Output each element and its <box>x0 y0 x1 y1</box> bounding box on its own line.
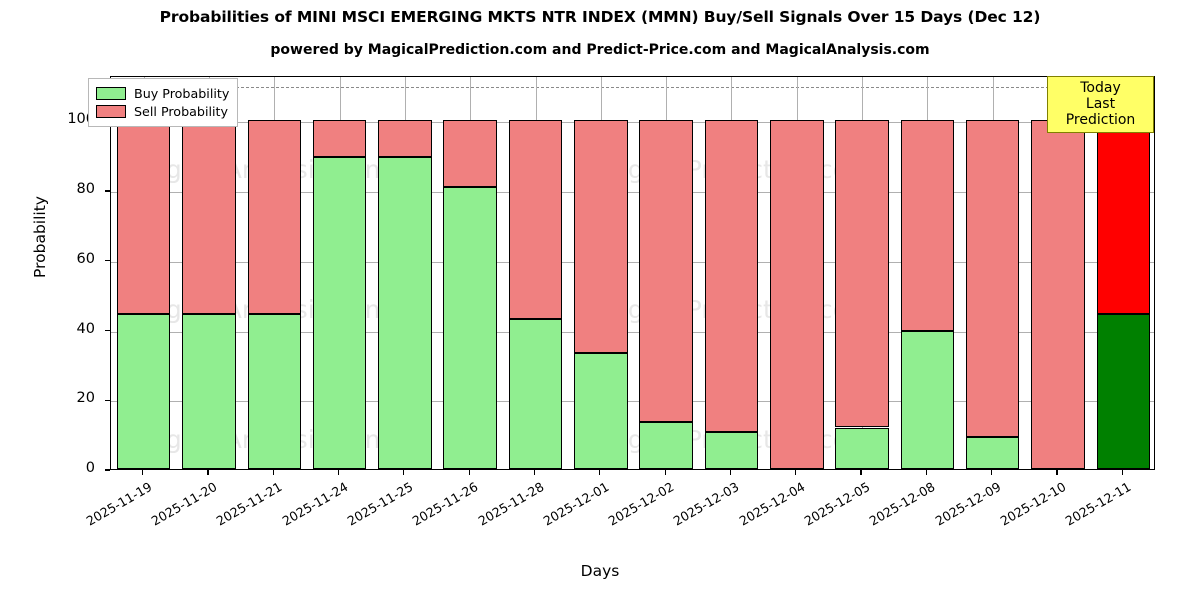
horizontal-gridline <box>111 122 1154 124</box>
bar-group[interactable] <box>900 77 955 469</box>
legend: Buy Probability Sell Probability <box>88 78 239 127</box>
bar-segment-sell[interactable] <box>574 120 628 353</box>
bar-group[interactable] <box>378 77 432 469</box>
bar-group[interactable] <box>247 77 302 469</box>
horizontal-gridline <box>111 192 1154 194</box>
bar-group[interactable] <box>965 77 1020 469</box>
bar-segment-buy[interactable] <box>443 186 497 469</box>
y-axis-tick <box>105 260 110 262</box>
bar-group[interactable] <box>1096 77 1151 469</box>
bar-segment-sell[interactable] <box>116 120 171 315</box>
bar-segment-buy[interactable] <box>182 314 236 469</box>
bar-segment-buy[interactable] <box>116 314 171 469</box>
y-axis-tick-label: 100 <box>67 111 95 128</box>
bar-segment-sell[interactable] <box>312 120 367 158</box>
x-axis-tick <box>272 470 274 475</box>
x-axis-label: Days <box>580 562 620 580</box>
bar-segment-sell[interactable] <box>704 120 759 433</box>
y-axis-label: Probability <box>31 196 49 278</box>
chart-title: Probabilities of MINI MSCI EMERGING MKTS… <box>159 8 1041 26</box>
legend-item-sell: Sell Probability <box>96 103 229 120</box>
bar-group[interactable] <box>639 77 693 469</box>
chart-subtitle: powered by MagicalPrediction.com and Pre… <box>270 42 930 58</box>
y-axis-tick <box>105 329 110 332</box>
bar-segment-sell[interactable] <box>378 120 432 158</box>
x-axis-tick <box>142 470 144 475</box>
x-axis-tick <box>860 470 862 475</box>
bar-group[interactable] <box>574 77 628 469</box>
y-axis-tick-label: 60 <box>76 250 95 267</box>
y-axis-tick-label: 20 <box>76 390 95 407</box>
bar-group[interactable] <box>508 77 563 469</box>
x-axis-tick <box>337 470 340 475</box>
bar-segment-sell[interactable] <box>639 120 693 422</box>
plot-area: MagicalAnalysis.comMagicalPrediction.com… <box>110 76 1155 470</box>
bar-group[interactable] <box>835 77 889 469</box>
x-axis-tick <box>468 470 470 475</box>
y-axis-tick <box>105 399 110 401</box>
legend-item-buy: Buy Probability <box>96 85 229 102</box>
x-axis-tick <box>991 470 993 475</box>
bar-segment-buy[interactable] <box>574 352 628 469</box>
bar-segment-sell[interactable] <box>508 120 563 319</box>
today-annotation-line1: Today <box>1080 80 1121 96</box>
bar-segment-sell[interactable] <box>1096 120 1151 315</box>
bar-segment-buy[interactable] <box>900 331 955 469</box>
bar-segment-sell[interactable] <box>182 120 236 315</box>
bar-segment-buy[interactable] <box>378 157 432 469</box>
today-annotation-line2: Last Prediction <box>1065 96 1136 129</box>
bar-segment-sell[interactable] <box>443 120 497 187</box>
x-axis-tick <box>403 470 405 475</box>
bar-segment-buy[interactable] <box>639 421 693 469</box>
x-axis-tick <box>207 470 209 475</box>
x-axis-tick <box>1121 470 1123 475</box>
x-axis-tick <box>599 470 601 475</box>
y-axis-tick-label: 80 <box>76 181 95 198</box>
x-axis-tick <box>664 470 666 475</box>
legend-label-sell: Sell Probability <box>134 104 229 119</box>
x-axis-tick <box>795 470 797 475</box>
today-annotation: Today Last Prediction <box>1047 76 1154 134</box>
bar-segment-buy[interactable] <box>508 318 563 469</box>
bar-segment-sell[interactable] <box>1031 120 1085 469</box>
horizontal-gridline <box>111 331 1154 333</box>
bar-group[interactable] <box>182 77 236 469</box>
bar-segment-buy[interactable] <box>312 157 367 469</box>
bar-group[interactable] <box>1031 77 1085 469</box>
x-axis-tick <box>533 470 536 475</box>
bar-segment-buy[interactable] <box>704 432 759 469</box>
bar-segment-sell[interactable] <box>900 120 955 332</box>
bar-segment-sell[interactable] <box>835 120 889 428</box>
bar-group[interactable] <box>704 77 759 469</box>
y-axis-tick <box>105 469 110 471</box>
bar-segment-buy[interactable] <box>247 314 302 469</box>
horizontal-gridline <box>111 261 1154 263</box>
bar-group[interactable] <box>312 77 367 469</box>
bar-segment-buy[interactable] <box>965 436 1020 469</box>
reference-dashed-line <box>111 87 1154 89</box>
y-axis-tick-label: 40 <box>76 320 95 337</box>
legend-label-buy: Buy Probability <box>134 86 230 101</box>
bar-segment-buy[interactable] <box>835 427 889 469</box>
legend-swatch-buy <box>96 87 126 100</box>
bar-segment-sell[interactable] <box>770 120 824 469</box>
bar-segment-sell[interactable] <box>247 120 302 315</box>
bar-group[interactable] <box>770 77 824 469</box>
legend-swatch-sell <box>96 105 126 118</box>
x-axis-tick <box>729 470 732 475</box>
bar-group[interactable] <box>116 77 171 469</box>
y-axis-tick-label: 0 <box>85 460 95 476</box>
bar-segment-sell[interactable] <box>965 120 1020 437</box>
y-axis-tick <box>105 190 110 192</box>
bar-segment-buy[interactable] <box>1096 314 1151 469</box>
x-axis-tick <box>1056 470 1058 475</box>
horizontal-gridline <box>111 401 1154 403</box>
x-axis-tick <box>925 470 927 475</box>
bar-group[interactable] <box>443 77 497 469</box>
